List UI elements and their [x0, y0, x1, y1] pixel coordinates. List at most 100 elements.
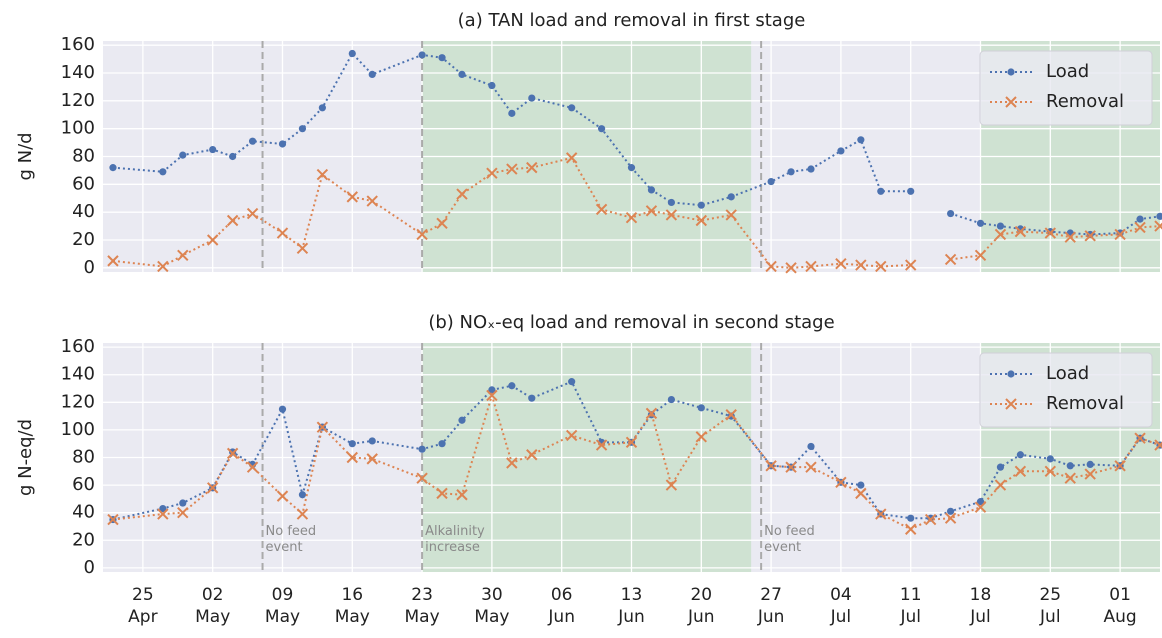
- y-axis-label: g N/d: [15, 132, 36, 180]
- marker: [206, 234, 219, 246]
- marker: [278, 140, 287, 148]
- marker: [946, 507, 955, 515]
- marker: [488, 81, 496, 90]
- marker: [488, 386, 496, 394]
- marker: [1014, 465, 1027, 478]
- marker: [976, 219, 985, 227]
- marker: [458, 416, 466, 424]
- marker: [458, 70, 466, 78]
- marker: [944, 512, 957, 524]
- y-tick-label: 80: [72, 146, 95, 167]
- marker: [416, 472, 428, 484]
- marker: [159, 504, 167, 513]
- marker: [767, 177, 775, 186]
- marker: [697, 201, 705, 209]
- marker: [1134, 221, 1146, 234]
- x-tick-label: 04 Jul: [830, 585, 852, 627]
- marker: [209, 145, 217, 154]
- event-label: No feed event: [265, 524, 317, 555]
- marker: [508, 382, 516, 390]
- marker: [1016, 451, 1024, 459]
- marker: [438, 54, 446, 62]
- marker: [946, 209, 955, 218]
- y-tick-label: 60: [72, 474, 95, 495]
- marker: [645, 407, 658, 420]
- marker: [907, 187, 915, 195]
- y-tick-label: 120: [61, 391, 95, 412]
- marker: [508, 109, 516, 117]
- marker: [159, 168, 167, 176]
- legend-label: Removal: [1046, 393, 1124, 414]
- marker: [318, 104, 326, 112]
- marker: [278, 405, 287, 413]
- marker: [595, 439, 608, 451]
- marker: [1064, 231, 1076, 243]
- y-tick-label: 160: [61, 336, 95, 357]
- marker: [785, 461, 797, 473]
- marker: [1134, 432, 1146, 444]
- x-tick-label: 23 May: [404, 585, 440, 627]
- x-tick-label: 25 Apr: [128, 585, 158, 627]
- x-tick-label: 25 Jul: [1039, 585, 1062, 627]
- marker: [787, 168, 795, 176]
- marker: [298, 491, 307, 499]
- series-line: [112, 380, 1161, 521]
- marker: [725, 209, 737, 221]
- y-tick-label: 160: [61, 34, 95, 55]
- marker: [568, 104, 576, 112]
- marker: [855, 259, 867, 271]
- marker: [1086, 460, 1094, 468]
- marker: [857, 136, 865, 144]
- marker: [528, 94, 536, 102]
- panel-title: (b) NOₓ-eq load and removal in second st…: [428, 312, 834, 333]
- marker: [229, 152, 237, 161]
- marker: [994, 479, 1007, 491]
- marker: [695, 431, 708, 443]
- marker: [456, 489, 468, 501]
- marker: [944, 253, 957, 266]
- marker: [418, 445, 426, 453]
- x-tick-label: 13 Jun: [618, 585, 645, 627]
- marker: [667, 198, 675, 207]
- event-label: Alkalinity increase: [425, 524, 485, 555]
- x-tick-label: 06 Jun: [548, 585, 575, 627]
- event-label: No feed event: [764, 524, 815, 555]
- marker: [368, 437, 376, 445]
- legend-marker: [1007, 370, 1015, 378]
- marker: [994, 228, 1007, 241]
- legend-label: Load: [1046, 363, 1089, 384]
- marker: [565, 429, 578, 442]
- y-tick-label: 80: [72, 447, 95, 468]
- marker: [366, 195, 378, 207]
- y-tick-label: 140: [61, 364, 95, 385]
- marker: [177, 506, 189, 519]
- marker: [907, 514, 915, 522]
- marker: [877, 187, 885, 195]
- marker: [246, 207, 259, 220]
- marker: [697, 404, 705, 412]
- marker: [647, 186, 656, 194]
- marker: [526, 449, 538, 461]
- marker: [206, 482, 219, 494]
- marker: [857, 481, 865, 489]
- marker: [246, 461, 259, 473]
- marker: [107, 513, 119, 526]
- series-line: [112, 51, 1161, 236]
- marker: [905, 259, 917, 271]
- marker: [348, 49, 356, 58]
- marker: [109, 164, 117, 172]
- marker: [835, 257, 847, 270]
- panel-title: (a) TAN load and removal in first stage: [458, 10, 806, 31]
- marker: [1044, 465, 1057, 478]
- y-tick-label: 100: [61, 118, 95, 139]
- marker: [177, 249, 189, 262]
- marker: [924, 513, 937, 526]
- x-tick-label: 09 May: [264, 585, 301, 627]
- marker: [179, 151, 187, 159]
- marker: [597, 125, 606, 133]
- marker: [595, 203, 608, 216]
- marker: [526, 161, 538, 174]
- x-tick-label: 02 May: [195, 585, 231, 627]
- marker: [1014, 225, 1027, 238]
